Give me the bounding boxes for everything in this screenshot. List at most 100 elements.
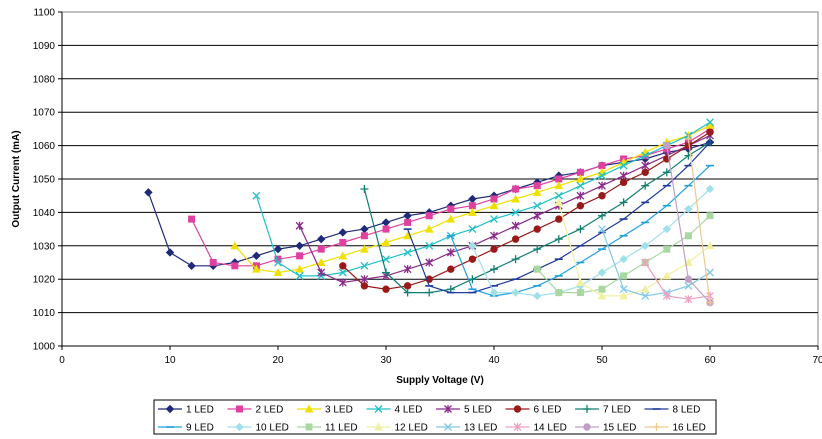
data-point <box>360 232 368 240</box>
legend-marker <box>513 423 522 431</box>
data-point <box>576 202 585 210</box>
legend-label: 11 LED <box>325 423 358 434</box>
series-16-led <box>684 134 714 307</box>
data-point <box>663 141 671 150</box>
y-tick-label: 1010 <box>33 308 56 319</box>
x-tick-label: 0 <box>59 355 65 366</box>
legend-item: 2 LED <box>227 405 284 416</box>
data-point <box>489 201 499 210</box>
legend-marker <box>374 422 383 431</box>
legend-label: 5 LED <box>464 405 492 416</box>
data-point <box>490 215 498 224</box>
legend-label: 2 LED <box>256 405 284 416</box>
data-point <box>705 241 715 250</box>
x-axis-title: Supply Voltage (V) <box>396 375 484 386</box>
data-point <box>598 211 606 220</box>
data-point <box>403 265 412 274</box>
data-point <box>554 191 563 200</box>
data-point <box>382 268 390 277</box>
legend-marker <box>236 405 243 413</box>
legend-item: 3 LED <box>297 404 353 416</box>
data-point <box>555 175 563 183</box>
data-point <box>662 168 671 177</box>
legend-item: 4 LED <box>366 405 422 416</box>
legend-marker <box>235 422 244 432</box>
data-point <box>554 235 563 244</box>
data-point <box>295 241 304 251</box>
data-point <box>706 212 714 220</box>
data-point <box>533 201 542 210</box>
data-point <box>533 211 542 220</box>
data-point <box>468 255 477 263</box>
legend-marker <box>305 423 313 431</box>
data-point <box>576 225 585 234</box>
legend-label: 7 LED <box>603 405 631 416</box>
data-point <box>317 268 326 277</box>
data-point <box>468 241 477 251</box>
data-point <box>446 214 456 223</box>
legend-marker <box>652 423 661 431</box>
series-14-led <box>641 258 714 304</box>
data-point <box>382 285 390 293</box>
data-point <box>641 168 649 177</box>
data-point <box>619 161 628 170</box>
data-point <box>684 204 693 214</box>
x-tick-label: 60 <box>704 355 716 366</box>
data-point <box>404 218 412 226</box>
data-point <box>706 268 714 277</box>
data-point <box>684 281 693 290</box>
series-15-led <box>663 141 714 307</box>
data-point <box>468 275 477 284</box>
data-point <box>641 161 650 170</box>
y-axis-title: Output Current (mA) <box>11 130 22 227</box>
data-point <box>339 262 347 270</box>
data-point <box>533 225 541 233</box>
legend-label: 16 LED <box>673 423 706 434</box>
data-point <box>360 275 369 284</box>
series-line <box>644 262 711 300</box>
legend-item: 7 LED <box>575 405 631 416</box>
x-tick-label: 30 <box>380 355 392 366</box>
data-point <box>339 238 347 246</box>
data-point <box>382 225 390 233</box>
data-point <box>403 288 412 297</box>
legend-box <box>153 399 717 435</box>
data-point <box>533 182 541 190</box>
data-point <box>684 232 692 240</box>
data-point <box>511 194 520 203</box>
data-point <box>490 231 498 240</box>
legend-label: 15 LED <box>603 423 636 434</box>
data-point <box>447 265 455 273</box>
data-point <box>425 212 433 220</box>
data-point <box>640 241 650 251</box>
data-point <box>230 241 240 250</box>
data-point <box>252 251 261 261</box>
data-point <box>295 264 304 273</box>
data-point <box>338 251 348 260</box>
legend-label: 1 LED <box>186 405 214 416</box>
legend-marker <box>583 405 591 413</box>
data-point <box>144 188 153 197</box>
legend-marker <box>513 405 522 413</box>
y-tick-label: 1040 <box>33 208 56 219</box>
legend-item: 8 LED <box>644 405 700 416</box>
legend-marker <box>304 404 314 413</box>
data-point <box>511 221 520 230</box>
data-point <box>316 234 326 244</box>
data-point <box>663 245 671 253</box>
series-group <box>144 118 715 307</box>
data-point <box>187 261 196 271</box>
data-point <box>532 187 542 196</box>
data-point <box>490 245 498 253</box>
data-point <box>511 208 520 217</box>
data-point <box>576 168 584 176</box>
series-10-led <box>468 184 715 301</box>
data-point <box>511 288 520 297</box>
data-point <box>684 257 693 266</box>
data-point <box>684 275 693 283</box>
y-tick-label: 1020 <box>33 275 56 286</box>
data-point <box>317 245 325 253</box>
data-point <box>296 252 304 260</box>
series-line <box>687 138 711 303</box>
